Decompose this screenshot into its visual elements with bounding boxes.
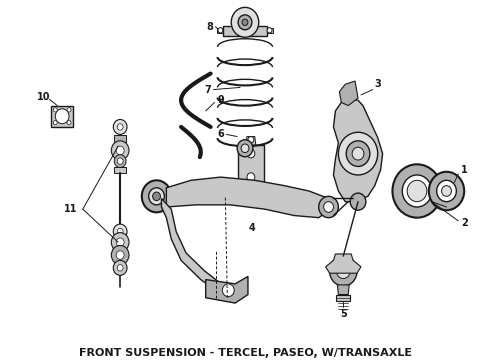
Circle shape bbox=[238, 15, 252, 30]
Circle shape bbox=[346, 141, 370, 166]
Polygon shape bbox=[223, 26, 267, 36]
Circle shape bbox=[222, 284, 234, 297]
Circle shape bbox=[330, 256, 357, 286]
Circle shape bbox=[148, 188, 164, 205]
Polygon shape bbox=[337, 294, 350, 301]
Text: 3: 3 bbox=[374, 79, 381, 89]
Circle shape bbox=[111, 141, 129, 160]
Circle shape bbox=[242, 19, 248, 26]
Circle shape bbox=[350, 193, 366, 210]
Circle shape bbox=[116, 238, 124, 247]
Circle shape bbox=[247, 149, 255, 158]
Polygon shape bbox=[114, 135, 126, 142]
Text: 1: 1 bbox=[461, 165, 467, 175]
Circle shape bbox=[67, 121, 71, 125]
Circle shape bbox=[247, 173, 255, 181]
Polygon shape bbox=[161, 198, 230, 294]
Circle shape bbox=[111, 246, 129, 265]
Circle shape bbox=[113, 224, 127, 239]
Circle shape bbox=[323, 202, 334, 212]
Circle shape bbox=[117, 265, 123, 271]
Text: 5: 5 bbox=[340, 309, 346, 319]
Polygon shape bbox=[246, 136, 256, 145]
Circle shape bbox=[116, 251, 124, 259]
Text: FRONT SUSPENSION - TERCEL, PASEO, W/TRANSAXLE: FRONT SUSPENSION - TERCEL, PASEO, W/TRAN… bbox=[78, 348, 412, 358]
Circle shape bbox=[267, 28, 272, 33]
Text: 4: 4 bbox=[248, 223, 255, 233]
Circle shape bbox=[429, 172, 464, 210]
Circle shape bbox=[392, 164, 441, 218]
Polygon shape bbox=[167, 177, 334, 218]
Polygon shape bbox=[338, 285, 349, 294]
Circle shape bbox=[113, 260, 127, 275]
Circle shape bbox=[55, 109, 69, 124]
Circle shape bbox=[237, 140, 253, 157]
Polygon shape bbox=[51, 105, 73, 127]
Circle shape bbox=[231, 7, 259, 37]
Circle shape bbox=[111, 233, 129, 252]
Circle shape bbox=[441, 186, 451, 196]
Circle shape bbox=[318, 196, 339, 218]
Text: 11: 11 bbox=[64, 204, 78, 214]
Circle shape bbox=[339, 132, 378, 175]
Circle shape bbox=[117, 124, 123, 130]
Polygon shape bbox=[206, 276, 248, 303]
Circle shape bbox=[248, 136, 254, 143]
Text: 2: 2 bbox=[461, 218, 467, 228]
Text: 8: 8 bbox=[206, 22, 213, 32]
Circle shape bbox=[114, 155, 126, 167]
Circle shape bbox=[337, 264, 350, 279]
Circle shape bbox=[407, 180, 427, 202]
Circle shape bbox=[437, 180, 456, 202]
Circle shape bbox=[241, 144, 249, 153]
Circle shape bbox=[117, 158, 123, 164]
Circle shape bbox=[218, 28, 223, 33]
Polygon shape bbox=[334, 98, 383, 202]
Circle shape bbox=[142, 180, 172, 212]
Polygon shape bbox=[218, 28, 223, 33]
Polygon shape bbox=[238, 145, 264, 186]
Polygon shape bbox=[267, 28, 272, 33]
Polygon shape bbox=[340, 81, 358, 105]
Circle shape bbox=[53, 108, 57, 112]
Text: 7: 7 bbox=[204, 85, 211, 95]
Text: 6: 6 bbox=[217, 129, 224, 139]
Circle shape bbox=[402, 175, 432, 207]
Circle shape bbox=[113, 120, 127, 134]
Circle shape bbox=[152, 192, 160, 201]
Text: 10: 10 bbox=[37, 92, 50, 102]
Circle shape bbox=[67, 108, 71, 112]
Circle shape bbox=[352, 147, 364, 160]
Circle shape bbox=[53, 121, 57, 125]
Polygon shape bbox=[326, 254, 361, 273]
Text: 9: 9 bbox=[217, 95, 224, 105]
Circle shape bbox=[116, 146, 124, 155]
Polygon shape bbox=[114, 167, 126, 173]
Circle shape bbox=[117, 228, 123, 235]
